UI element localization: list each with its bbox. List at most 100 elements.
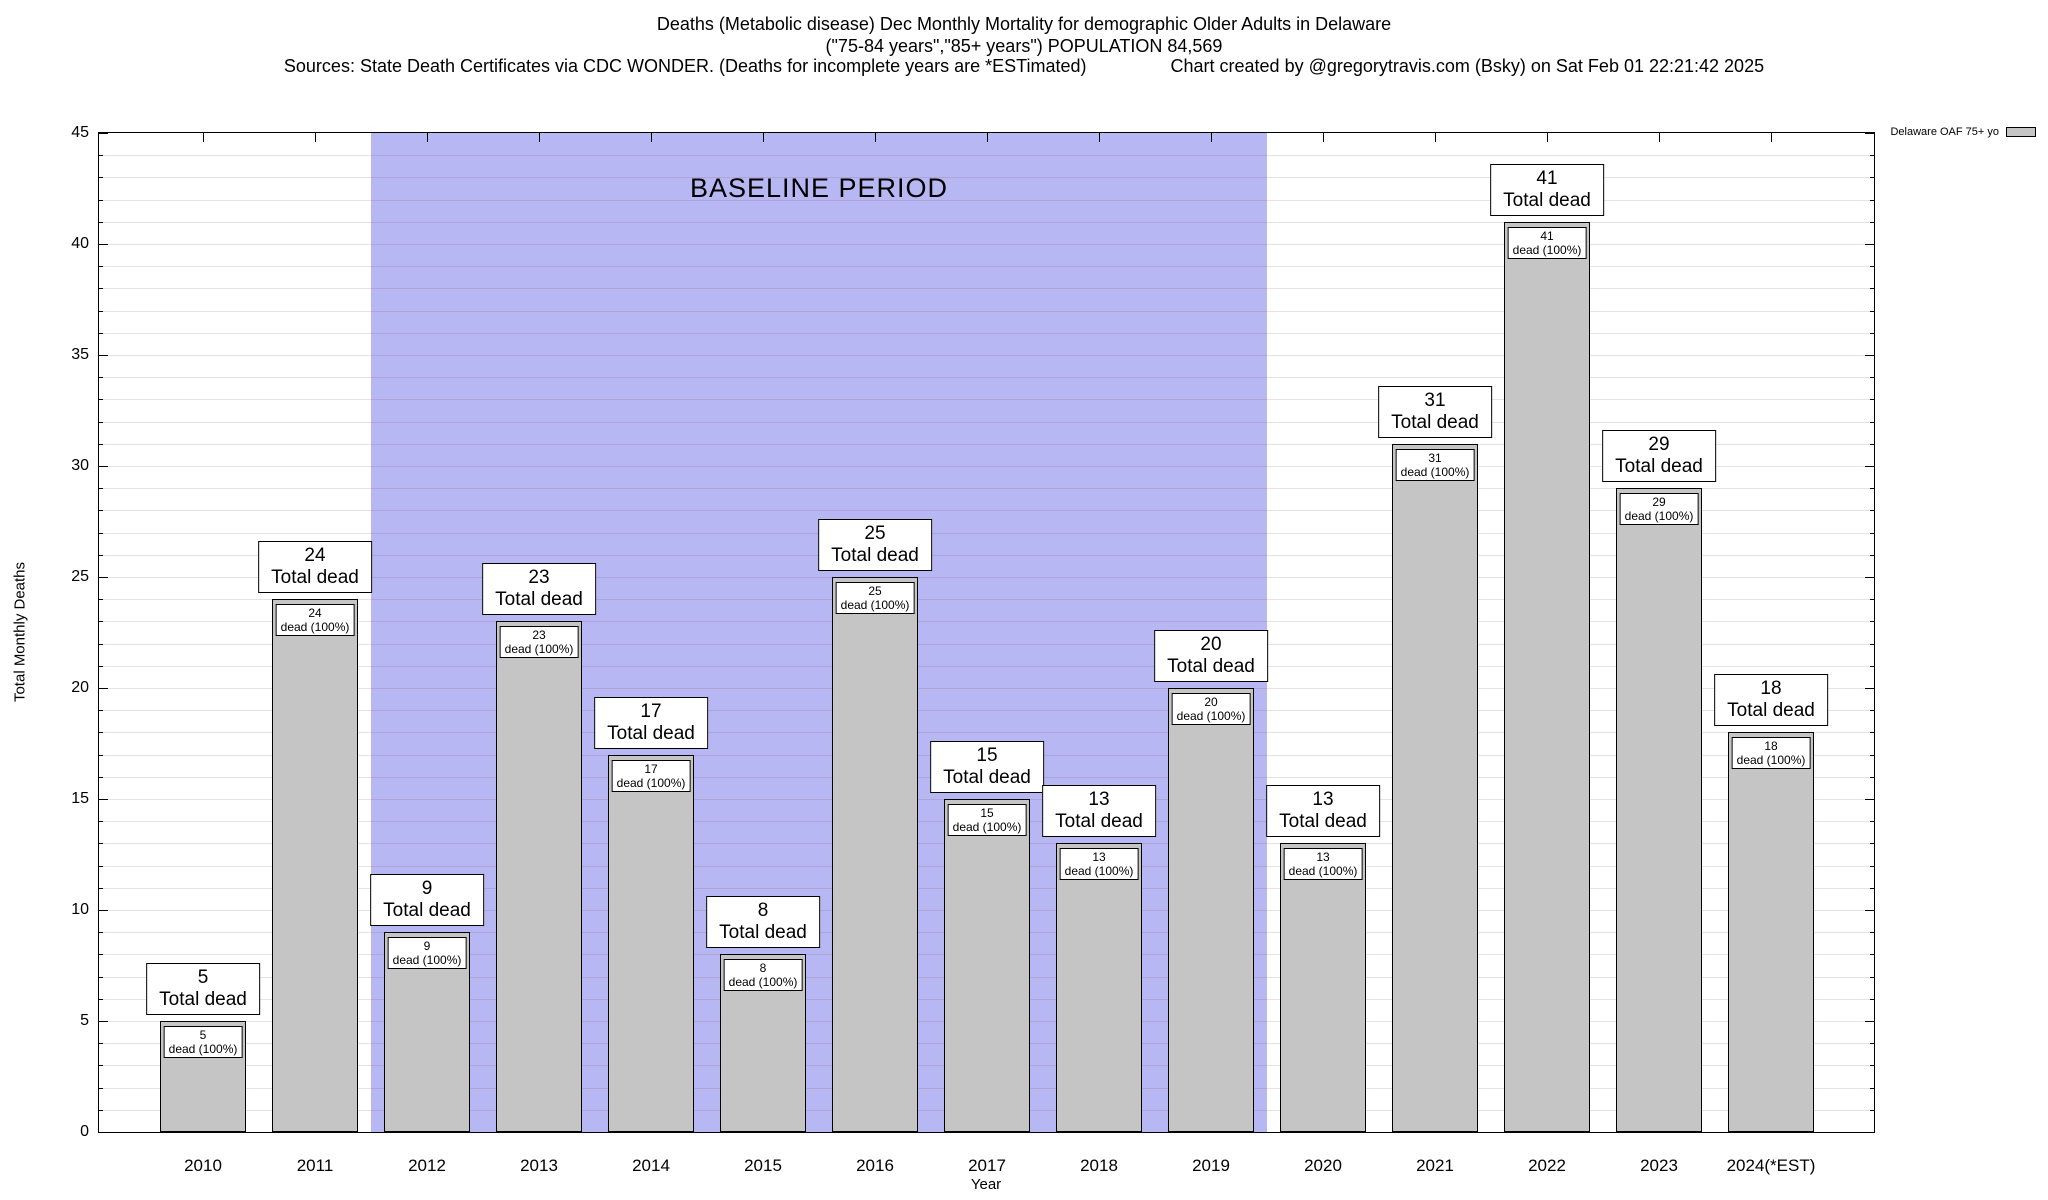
y-tick: [1865, 1021, 1874, 1022]
y-tick: [1865, 688, 1874, 689]
bar-total-label: 9 Total dead: [370, 874, 484, 927]
y-tick: [99, 910, 108, 911]
y-tick: [99, 577, 108, 578]
y-tick: [1870, 665, 1874, 667]
y-tick: [99, 1132, 108, 1133]
x-tick: [1659, 133, 1660, 142]
gridline: [99, 332, 1874, 334]
y-tick: [99, 510, 103, 512]
bar-total-label: 15 Total dead: [930, 741, 1044, 793]
y-tick: [99, 710, 103, 712]
x-tick: [1323, 133, 1324, 142]
gridline: [99, 155, 1874, 157]
y-tick: [1865, 355, 1874, 356]
y-tick: [1870, 554, 1874, 556]
y-tick-label: 40: [71, 235, 89, 252]
gridline: [99, 621, 1874, 623]
bar-total-value: 31: [1424, 389, 1446, 411]
bar-total-text: Total dead: [1503, 189, 1591, 211]
bar-inner-text: dead (100%): [168, 1042, 238, 1056]
bar-total-value: 13: [1088, 789, 1110, 811]
bar-inner-text: dead (100%): [1176, 709, 1246, 723]
x-tick: [315, 133, 316, 142]
y-tick: [99, 621, 103, 623]
bar-inner-label: 9 dead (100%): [387, 937, 467, 970]
y-tick: [99, 554, 103, 556]
gridline: [99, 643, 1874, 645]
y-tick-label: 45: [71, 124, 89, 141]
y-tick: [1865, 466, 1874, 467]
y-tick: [99, 221, 103, 223]
y-tick: [99, 488, 103, 490]
x-tick: [875, 133, 876, 142]
y-tick: [99, 1021, 108, 1022]
bar-inner-label: 23 dead (100%): [499, 626, 579, 659]
y-tick: [1870, 310, 1874, 312]
chart-title: Deaths (Metabolic disease) Dec Monthly M…: [656, 14, 1392, 34]
y-tick: [1870, 710, 1874, 712]
y-tick: [99, 799, 108, 800]
y-tick: [99, 1109, 103, 1111]
bar-inner-label: 25 dead (100%): [835, 582, 915, 614]
y-tick: [1865, 799, 1874, 800]
bar-total-value: 20: [1200, 634, 1222, 655]
x-tick-label: 2014: [632, 1156, 670, 1175]
bar-total-label: 13 Total dead: [1042, 785, 1156, 838]
bar-inner-text: dead (100%): [1400, 464, 1470, 479]
x-axis-title: Year: [970, 1176, 1002, 1193]
bar-inner-label: 29 dead (100%): [1619, 493, 1699, 526]
bar-inner-text: dead (100%): [1512, 242, 1582, 257]
bar-total-label: 25 Total dead: [818, 519, 932, 571]
y-tick: [1870, 443, 1874, 445]
bar-inner-value: 31: [1428, 450, 1442, 465]
bar-total-text: Total dead: [271, 567, 359, 589]
gridline: [99, 310, 1874, 312]
y-tick: [1870, 976, 1874, 978]
bar-inner-text: dead (100%): [1624, 509, 1694, 524]
y-tick: [1865, 577, 1874, 578]
bar-total-label: 13 Total dead: [1266, 785, 1380, 838]
bar-inner-text: dead (100%): [1288, 864, 1358, 879]
x-tick-label: 2022: [1528, 1156, 1566, 1175]
bar-total-value: 15: [976, 745, 998, 766]
chart-credit: Chart created by @gregorytravis.com (Bsk…: [1170, 56, 1765, 76]
bar-total-label: 20 Total dead: [1154, 630, 1268, 682]
bar-inner-value: 41: [1540, 228, 1554, 243]
bar-total-label: 5 Total dead: [146, 963, 260, 1015]
bar-inner-text: dead (100%): [840, 598, 910, 612]
bar-inner-value: 9: [423, 939, 431, 954]
bar-total-value: 9: [421, 878, 433, 900]
y-tick: [1870, 754, 1874, 756]
bar-total-value: 41: [1536, 167, 1558, 189]
y-tick: [99, 355, 108, 356]
bar-total-text: Total dead: [831, 545, 919, 566]
bar-inner-label: 13 dead (100%): [1059, 848, 1139, 881]
y-tick: [99, 688, 108, 689]
gridline: [99, 288, 1874, 290]
bar-inner-text: dead (100%): [392, 953, 462, 968]
x-tick-label: 2011: [296, 1156, 334, 1175]
x-tick-label: 2015: [744, 1156, 782, 1175]
x-tick-label: 2013: [520, 1156, 558, 1175]
bar: [496, 621, 582, 1132]
bar-inner-label: 18 dead (100%): [1731, 737, 1811, 770]
bar: [832, 577, 918, 1132]
bar-inner-value: 23: [532, 628, 546, 643]
y-tick: [1870, 532, 1874, 534]
y-tick: [1865, 1132, 1874, 1133]
gridline: [99, 355, 1874, 356]
y-tick: [1865, 133, 1874, 134]
bar-inner-value: 15: [980, 806, 994, 820]
bar-total-label: 29 Total dead: [1602, 430, 1716, 483]
bar-inner-text: dead (100%): [1064, 864, 1134, 879]
x-tick-label: 2012: [408, 1156, 446, 1175]
y-tick-label: 5: [80, 1012, 89, 1029]
x-tick-label: 2010: [184, 1156, 222, 1175]
plot-area: BASELINE PERIOD 0 5 10 15 20 25 30 35 40 45 5 Total …: [71, 124, 1875, 1175]
legend: Delaware OAF 75+ yo: [1890, 126, 2036, 138]
y-tick: [99, 466, 108, 467]
y-tick: [99, 776, 103, 778]
bar-total-value: 17: [640, 700, 662, 722]
y-tick: [99, 887, 103, 889]
y-tick: [1870, 821, 1874, 823]
